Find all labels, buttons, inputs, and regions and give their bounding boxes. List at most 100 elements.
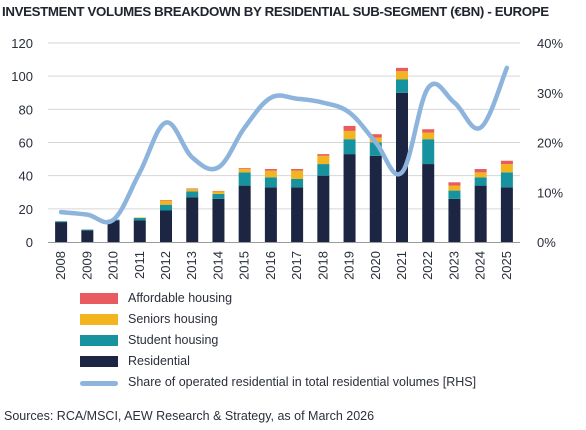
bar-residential <box>474 185 487 242</box>
bar-student-housing <box>422 139 435 165</box>
x-tick-label: 2010 <box>106 251 121 280</box>
bar-affordable-housing <box>396 67 408 72</box>
y-left-tick-label: 20 <box>19 202 33 217</box>
bar-residential <box>317 175 330 242</box>
bar-residential <box>264 187 277 242</box>
bar-student-housing <box>396 79 408 93</box>
legend-label: Affordable housing <box>128 291 233 305</box>
bar-student-housing <box>55 221 68 223</box>
bar-seniors-housing <box>186 188 199 192</box>
bar-affordable-housing <box>474 169 487 173</box>
bar-student-housing <box>186 191 199 198</box>
legend-swatch-student <box>80 335 118 346</box>
share-line <box>58 65 510 225</box>
y-left-tick-label: 0 <box>26 235 33 250</box>
x-tick-label: 2012 <box>158 251 173 280</box>
bar-residential <box>369 155 382 242</box>
x-tick-label: 2011 <box>132 251 147 279</box>
x-tick-label: 2018 <box>315 251 330 280</box>
bar-residential <box>396 92 408 242</box>
y-right-tick-label: 20% <box>537 136 563 151</box>
bar-residential <box>212 198 225 242</box>
legend-swatch-residential <box>80 356 118 367</box>
chart-area: 0 20 40 60 80 100 120 0% 10% 20% 30% 40% 2008 2009 201… <box>11 36 563 280</box>
bar-seniors-housing <box>212 191 225 194</box>
bar-student-housing <box>238 172 251 186</box>
gridlines <box>48 42 520 210</box>
bar-residential <box>186 197 199 242</box>
chart-title: INVESTMENT VOLUMES BREAKDOWN BY RESIDENT… <box>2 4 549 19</box>
x-tick-label: 2020 <box>368 251 383 280</box>
bar-student-housing <box>133 217 146 221</box>
bar-affordable-housing <box>264 169 277 171</box>
bar-seniors-housing <box>160 200 172 205</box>
bar-residential <box>238 185 251 242</box>
bar-student-housing <box>448 190 461 199</box>
bar-residential <box>500 187 513 242</box>
share-line-layer <box>58 65 510 225</box>
legend-label: Share of operated residential in total r… <box>128 375 477 389</box>
bar-affordable-housing <box>343 125 356 131</box>
x-tick-label: 2023 <box>446 251 461 280</box>
x-tick-label: 2019 <box>342 251 357 280</box>
bar-affordable-housing <box>369 134 382 138</box>
bar-student-housing <box>500 172 513 188</box>
bar-residential <box>160 210 172 242</box>
y-left-tick-label: 120 <box>11 36 33 51</box>
y-right-tick-label: 30% <box>537 86 563 101</box>
bar-residential <box>448 198 461 242</box>
bar-student-housing <box>474 177 487 186</box>
source-note: Sources: RCA/MSCI, AEW Research & Strate… <box>4 409 375 423</box>
bar-affordable-housing <box>317 154 330 156</box>
legend-label: Student housing <box>128 333 219 347</box>
bar-student-housing <box>343 139 356 155</box>
y-left-tick-label: 80 <box>19 102 33 117</box>
bars <box>55 67 513 242</box>
bar-student-housing <box>291 178 304 188</box>
x-tick-label: 2017 <box>289 251 304 280</box>
bar-seniors-housing <box>396 71 408 80</box>
bar-student-housing <box>264 177 277 188</box>
bar-student-housing <box>160 204 172 211</box>
bar-seniors-housing <box>448 185 461 191</box>
bar-affordable-housing <box>291 169 304 171</box>
x-tick-label: 2025 <box>499 251 514 280</box>
x-tick-label: 2021 <box>394 251 409 280</box>
bar-seniors-housing <box>291 170 304 179</box>
y-right-tick-label: 10% <box>537 185 563 200</box>
bar-seniors-housing <box>422 132 435 140</box>
x-tick-label: 2016 <box>263 251 278 280</box>
bar-affordable-housing <box>422 129 435 133</box>
legend-label: Residential <box>128 354 190 368</box>
y-left-tick-label: 40 <box>19 169 33 184</box>
bar-seniors-housing <box>317 155 330 165</box>
bar-residential <box>422 164 435 242</box>
x-tick-label: 2015 <box>237 251 252 280</box>
y-left-tick-label: 60 <box>19 136 33 151</box>
bar-residential <box>107 220 120 242</box>
bar-seniors-housing <box>238 169 251 173</box>
x-tick-label: 2008 <box>53 251 68 280</box>
legend-swatch-seniors <box>80 314 118 325</box>
bar-student-housing <box>81 229 94 231</box>
bar-residential <box>55 222 68 242</box>
y-left-tick-label: 100 <box>11 69 33 84</box>
bar-affordable-housing <box>500 160 513 165</box>
bar-student-housing <box>317 164 330 176</box>
bar-residential <box>343 154 356 242</box>
x-tick-label: 2013 <box>184 251 199 280</box>
bar-residential <box>81 230 94 242</box>
x-tick-label: 2014 <box>210 251 225 280</box>
x-tick-label: 2024 <box>473 251 488 280</box>
bar-seniors-housing <box>264 170 277 178</box>
bar-affordable-housing <box>448 182 461 186</box>
y-right-tick-label: 40% <box>537 36 563 51</box>
bar-residential <box>291 187 304 242</box>
bar-seniors-housing <box>500 164 513 173</box>
bar-residential <box>133 220 146 242</box>
x-tick-label: 2009 <box>79 251 94 280</box>
legend-swatch-share-line <box>80 381 118 386</box>
bar-seniors-housing <box>343 130 356 140</box>
bar-student-housing <box>212 193 225 199</box>
axes: 0 20 40 60 80 100 120 0% 10% 20% 30% 40% 2008 2009 201… <box>11 36 563 280</box>
